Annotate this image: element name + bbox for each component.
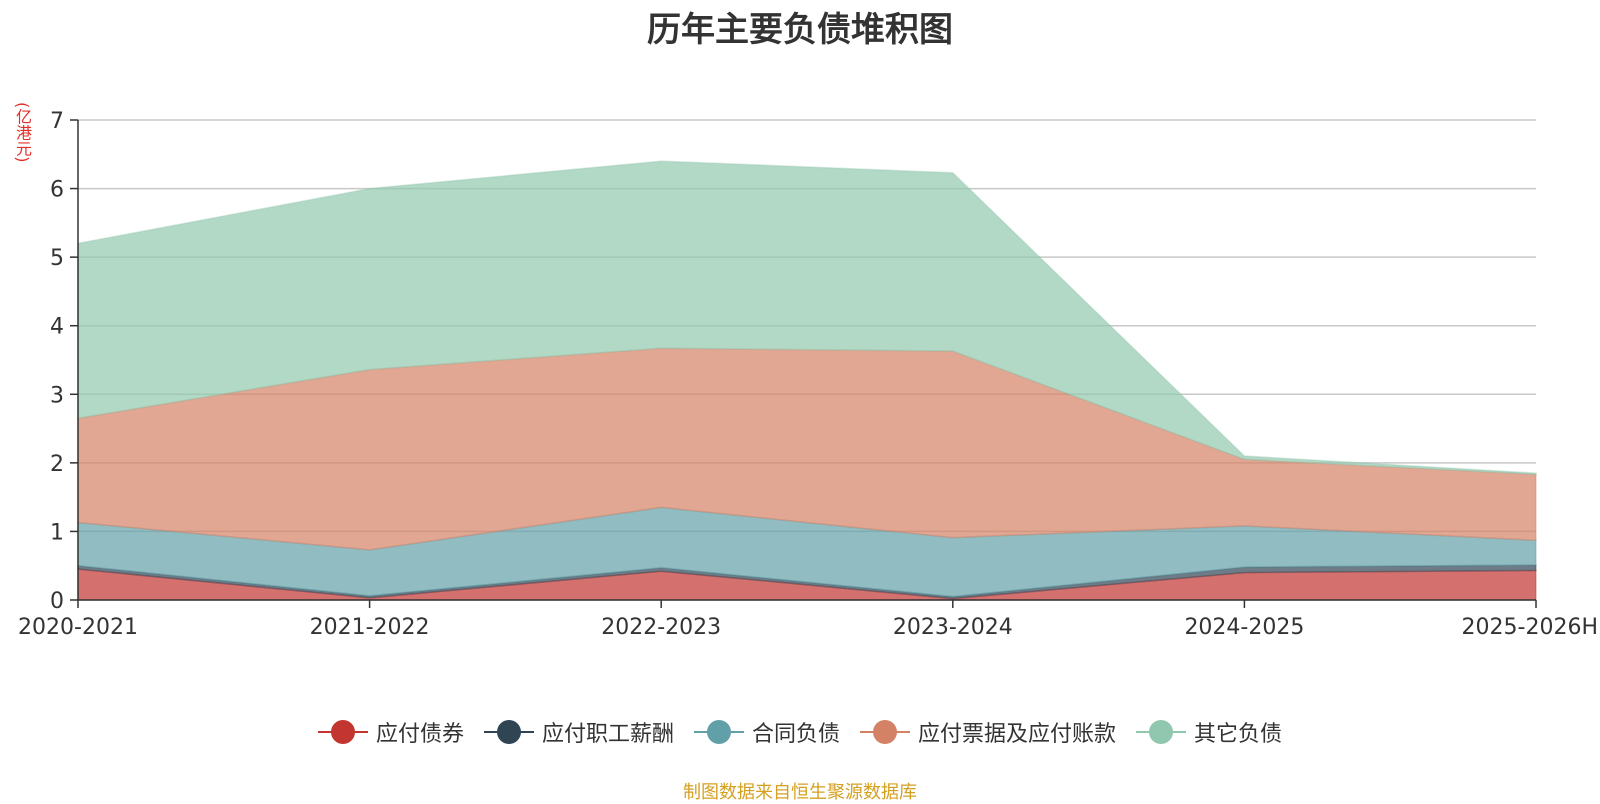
legend-marker-dot <box>1149 720 1174 744</box>
legend-marker-icon <box>317 718 368 746</box>
y-tick-label: 0 <box>50 589 64 614</box>
legend-label: 应付债券 <box>375 722 464 747</box>
legend-label: 应付票据及应付账款 <box>918 722 1117 747</box>
legend-item[interactable]: 应付票据及应付账款 <box>860 716 1116 748</box>
x-tick-label: 2023-2024 <box>893 615 1013 640</box>
source-note: 制图数据来自恒生聚源数据库 <box>683 782 917 803</box>
y-axis-unit-label: (亿港元) <box>13 102 32 163</box>
x-tick-label: 2025-2026H <box>1462 615 1598 640</box>
legend-label: 合同负债 <box>751 722 840 747</box>
x-tick-label: 2024-2025 <box>1184 615 1304 640</box>
y-tick-label: 6 <box>50 178 64 203</box>
stacked-area-chart: 0 1 2 3 4 5 6 7 2020-2021 2021-2022 2022-2023 2023-… <box>18 109 1598 640</box>
legend-item[interactable]: 应付职工薪酬 <box>483 716 674 748</box>
legend-marker-dot <box>496 720 521 744</box>
legend-marker-dot <box>873 720 897 744</box>
legend-marker-icon <box>860 718 910 746</box>
y-tick-label: 2 <box>50 452 64 477</box>
area-series-layer <box>77 160 1537 601</box>
axes: 0 1 2 3 4 5 6 7 2020-2021 2021-2022 2022-2023 2023-… <box>18 109 1598 640</box>
legend-marker-icon <box>483 718 534 746</box>
legend-label: 应付职工薪酬 <box>541 722 674 747</box>
legend-label: 其它负债 <box>1194 722 1283 747</box>
x-tick-label: 2021-2022 <box>310 615 430 640</box>
y-tick-label: 3 <box>50 383 64 408</box>
legend-marker-icon <box>1136 718 1187 746</box>
area-series-其它负债 <box>77 160 1537 476</box>
legend-item[interactable]: 合同负债 <box>693 716 840 748</box>
legend-item[interactable]: 其它负债 <box>1136 716 1282 748</box>
y-tick-label: 5 <box>50 246 64 271</box>
y-tick-label: 7 <box>50 109 64 134</box>
y-tick-label: 1 <box>50 520 64 545</box>
y-tick-label: 4 <box>50 315 64 340</box>
x-tick-label: 2020-2021 <box>18 615 138 640</box>
legend-marker-dot <box>706 720 731 744</box>
legend-marker-dot <box>330 720 355 744</box>
x-tick-label: 2022-2023 <box>601 615 721 640</box>
legend: 应付债券 应付职工薪酬 合同负债 应付票据及应付账款 其它负债 <box>0 716 1600 748</box>
chart-title: 历年主要负债堆积图 <box>647 10 953 50</box>
legend-item[interactable]: 应付债券 <box>317 716 464 748</box>
legend-marker-icon <box>693 718 744 746</box>
